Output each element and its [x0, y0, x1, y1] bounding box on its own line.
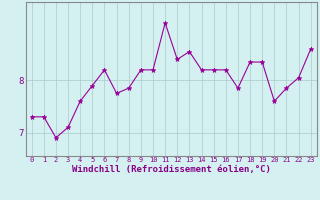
X-axis label: Windchill (Refroidissement éolien,°C): Windchill (Refroidissement éolien,°C) — [72, 165, 271, 174]
